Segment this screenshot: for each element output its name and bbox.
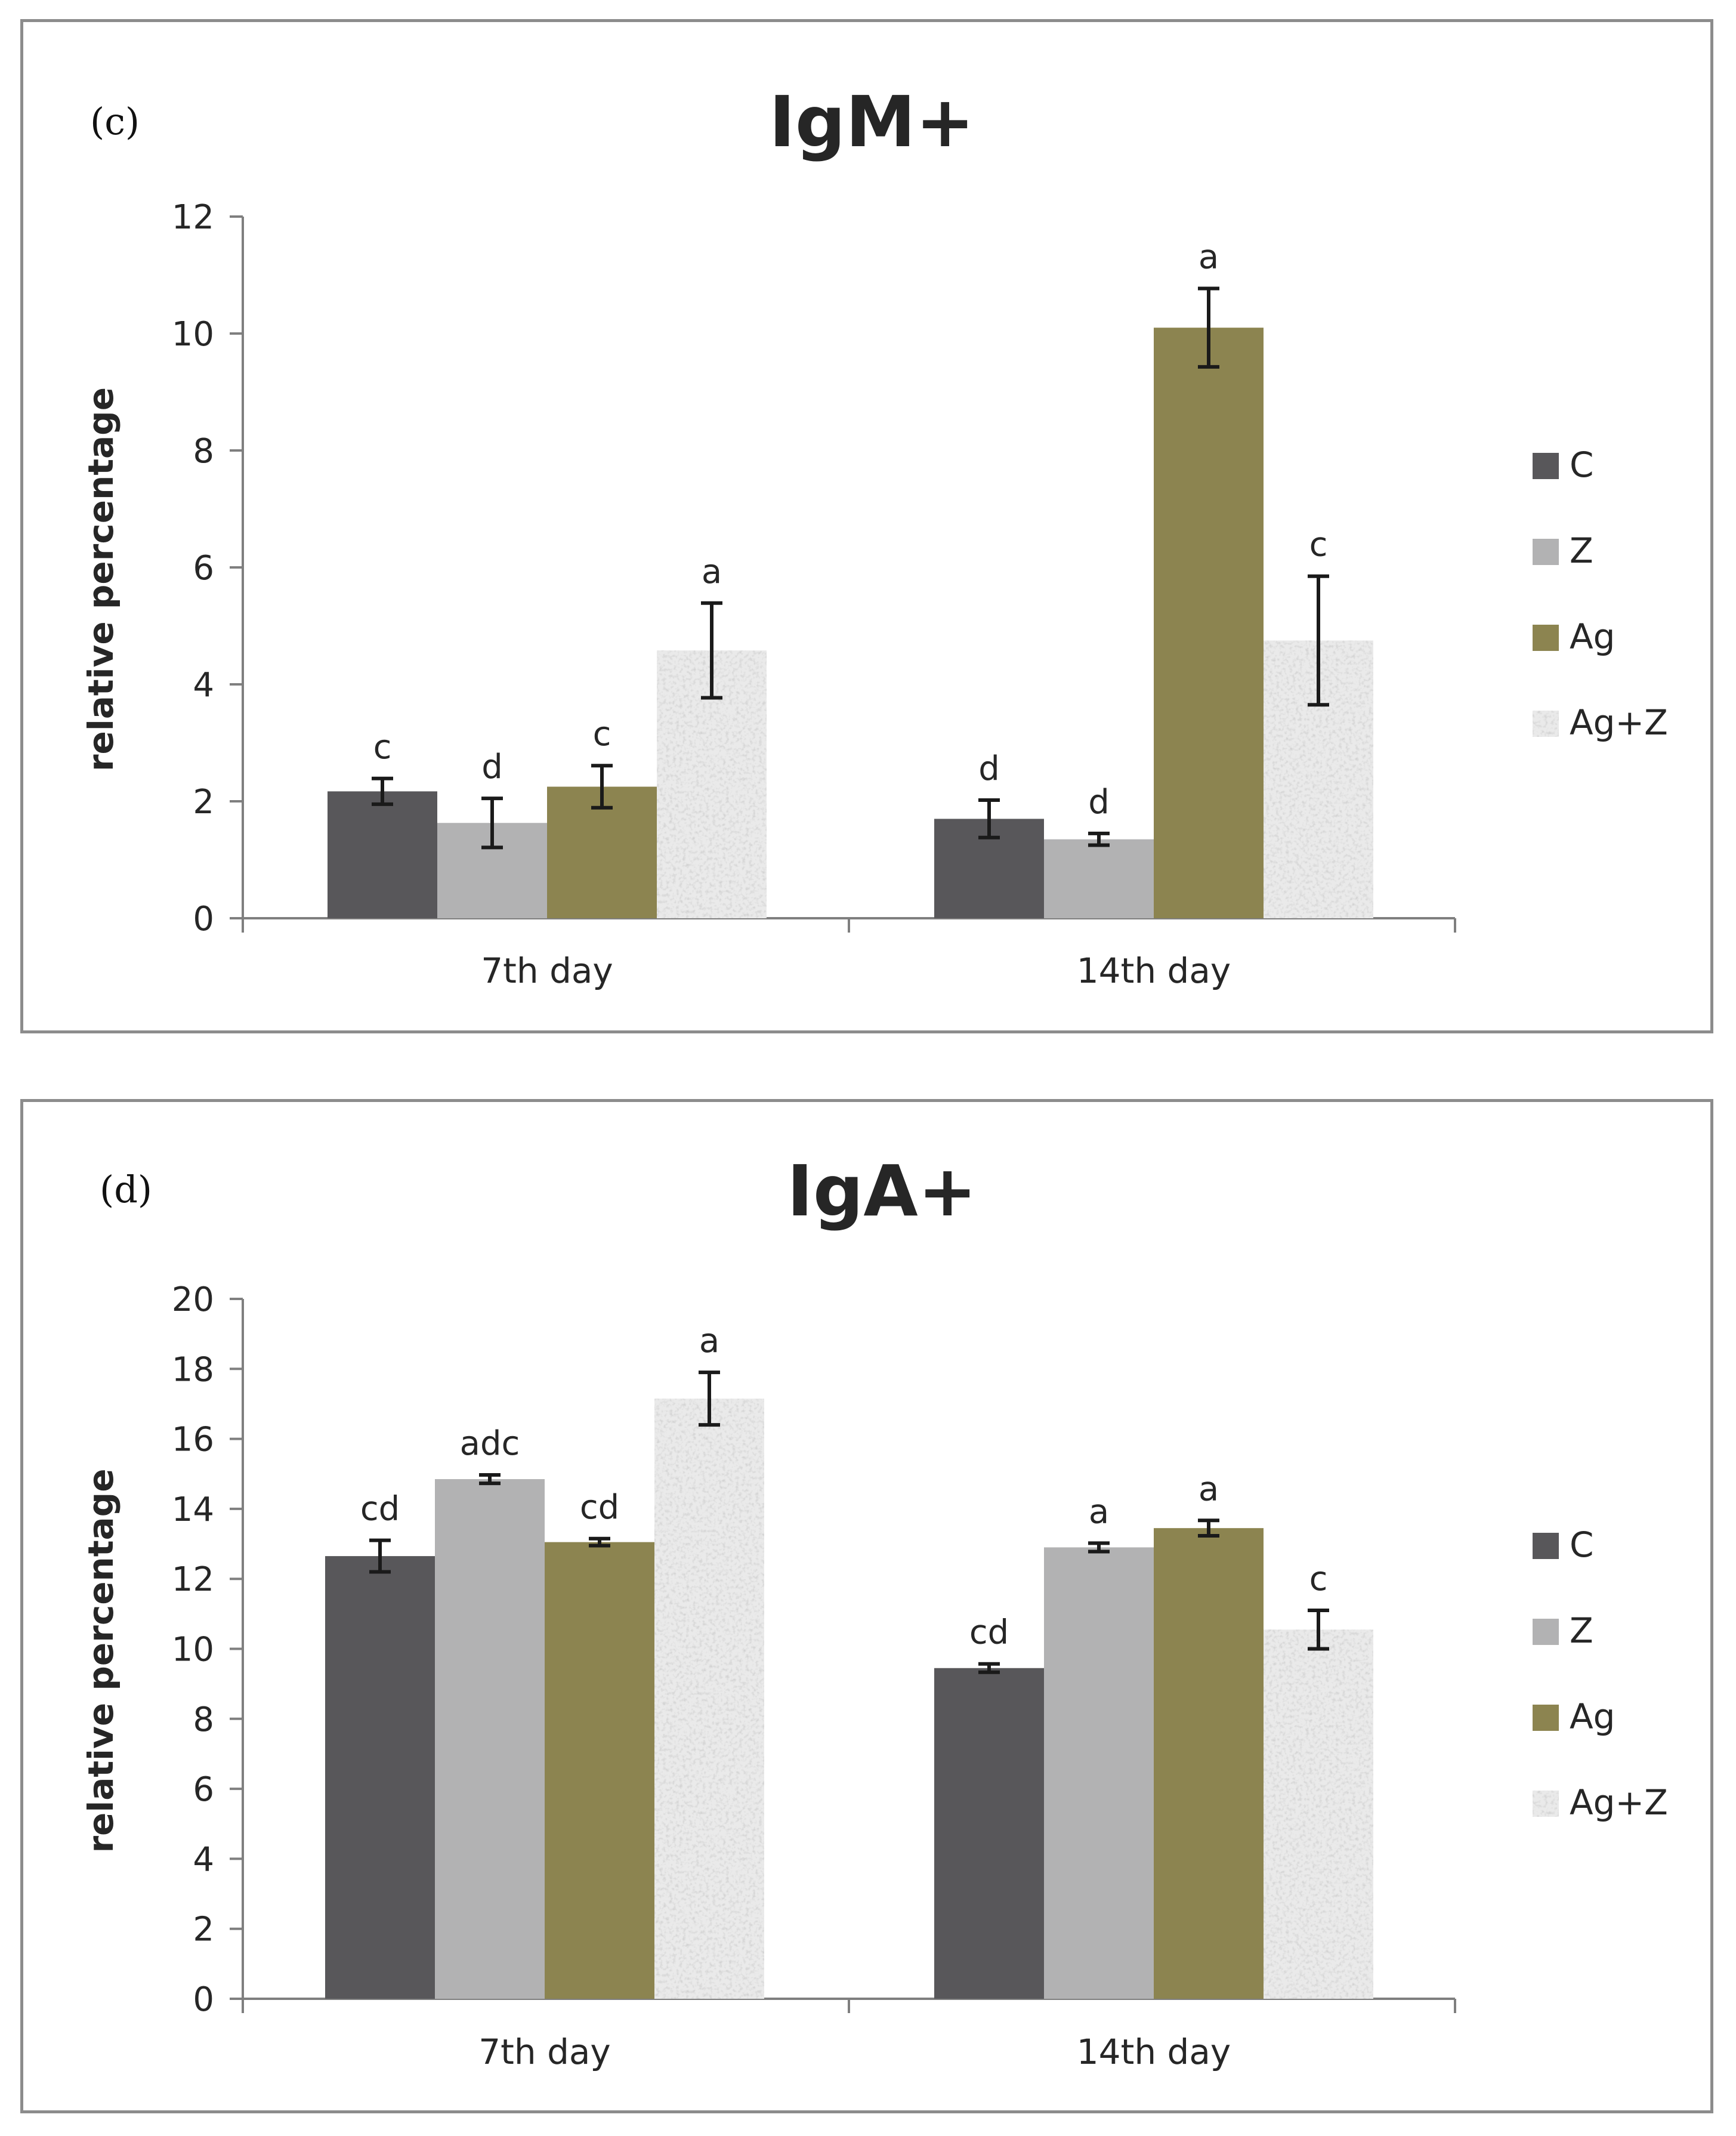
- legend-swatch: [1533, 1705, 1559, 1731]
- significance-label: cd: [360, 1490, 400, 1529]
- x-category-label: 14th day: [1077, 2032, 1231, 2072]
- chart-panel-iga: (d) IgA+ 0 2 4 6 8 10 12 14 16 18 20 relative perce…: [20, 1099, 1713, 2113]
- significance-label: a: [1198, 238, 1219, 277]
- y-tick-label: 2: [193, 1910, 214, 1949]
- bar: [1154, 328, 1264, 918]
- y-tick-label: 6: [193, 1770, 214, 1809]
- legend-swatch: [1533, 1791, 1559, 1817]
- bar: [1264, 1629, 1373, 1999]
- iga-bar-chart: 0 2 4 6 8 10 12 14 16 18 20 relative percentage 7th …: [81, 1280, 1668, 2072]
- y-tick-label: 10: [172, 315, 214, 354]
- bar: [1044, 839, 1154, 918]
- legend-label: Z: [1570, 530, 1593, 571]
- legend-swatch: [1533, 625, 1559, 651]
- panel-label: (c): [90, 100, 140, 143]
- legend-label: C: [1570, 1524, 1594, 1565]
- significance-label: d: [1088, 783, 1110, 822]
- significance-label: c: [1309, 1560, 1328, 1598]
- y-tick-label: 20: [172, 1280, 214, 1319]
- chart-panel-igm: (c) IgM+ 0 2 4 6 8 10 12 relative percentage 7th…: [20, 19, 1713, 1033]
- y-tick-label: 6: [193, 549, 214, 588]
- bar: [654, 1399, 764, 1999]
- igm-bar-chart: 0 2 4 6 8 10 12 relative percentage 7th day 14th …: [81, 198, 1668, 991]
- y-tick-label: 18: [172, 1350, 214, 1389]
- significance-label: c: [593, 715, 611, 754]
- x-category-label: 14th day: [1077, 950, 1231, 991]
- chart-title: IgA+: [787, 1150, 977, 1232]
- legend-swatch: [1533, 539, 1559, 565]
- legend-label: C: [1570, 445, 1594, 485]
- significance-label: a: [699, 1322, 719, 1360]
- significance-label: c: [373, 728, 392, 767]
- panel-label: (d): [100, 1168, 153, 1211]
- significance-label: c: [1309, 526, 1328, 564]
- y-tick-label: 8: [193, 1700, 214, 1739]
- y-tick-label: 12: [172, 198, 214, 237]
- bar: [934, 1668, 1044, 1999]
- legend-swatch: [1533, 711, 1559, 737]
- significance-label: cd: [580, 1488, 619, 1527]
- y-tick-label: 4: [193, 666, 214, 705]
- y-tick-label: 4: [193, 1840, 214, 1879]
- y-tick-label: 16: [172, 1421, 214, 1459]
- significance-label: d: [978, 749, 1000, 788]
- legend-swatch: [1533, 453, 1559, 479]
- significance-label: d: [481, 748, 503, 786]
- y-axis-label: relative percentage: [81, 1468, 121, 1853]
- y-axis-label: relative percentage: [81, 387, 121, 771]
- y-tick-label: 12: [172, 1560, 214, 1599]
- significance-label: a: [1198, 1470, 1219, 1508]
- legend-label: Ag: [1570, 1696, 1615, 1737]
- significance-label: adc: [460, 1424, 520, 1463]
- chart-title: IgM+: [769, 81, 975, 163]
- x-category-label: 7th day: [478, 2032, 611, 2072]
- y-tick-label: 2: [193, 783, 214, 822]
- bar: [328, 791, 437, 918]
- legend-label: Ag+Z: [1570, 702, 1668, 743]
- bar: [435, 1479, 545, 1999]
- y-tick-label: 0: [193, 900, 214, 939]
- x-category-label: 7th day: [481, 950, 613, 991]
- y-tick-label: 10: [172, 1631, 214, 1669]
- significance-label: a: [1089, 1492, 1109, 1531]
- y-tick-label: 0: [193, 1980, 214, 2019]
- bar: [1154, 1528, 1264, 1999]
- bar: [545, 1542, 654, 1999]
- bar: [325, 1556, 435, 1999]
- legend-label: Ag: [1570, 616, 1615, 657]
- legend-label: Z: [1570, 1610, 1593, 1651]
- significance-label: a: [702, 552, 722, 591]
- y-tick-label: 8: [193, 432, 214, 471]
- legend-swatch: [1533, 1533, 1559, 1559]
- legend-swatch: [1533, 1619, 1559, 1645]
- y-tick-label: 14: [172, 1490, 214, 1529]
- legend-label: Ag+Z: [1570, 1782, 1668, 1823]
- significance-label: cd: [969, 1613, 1009, 1652]
- bar: [1044, 1547, 1154, 1999]
